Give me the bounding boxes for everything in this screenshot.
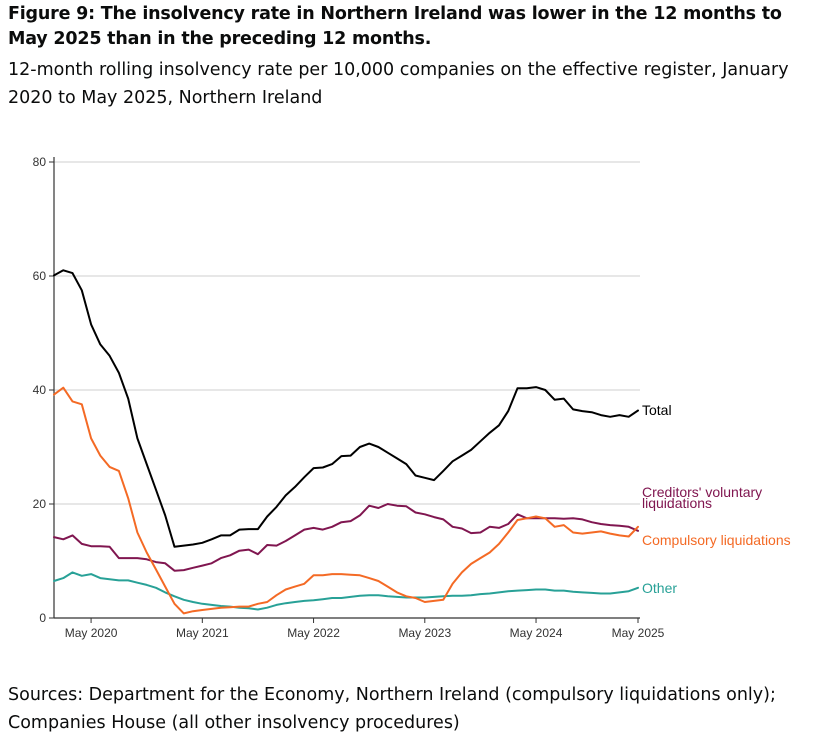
source-note: Sources: Department for the Economy, Nor… — [8, 685, 776, 733]
x-tick-label: May 2020 — [65, 626, 118, 640]
series-line-other — [53, 571, 639, 611]
series-label-compulsory: Compulsory liquidations — [642, 532, 791, 548]
x-tick-label: May 2023 — [398, 626, 451, 640]
series-labels: Total Creditors' voluntary liquidations Com… — [642, 402, 791, 596]
chart-title: Figure 9: The insolvency rate in Norther… — [8, 4, 782, 49]
y-tick-label: 40 — [33, 383, 47, 397]
x-axis-ticks: May 2020 May 2021 May 2022 May 2023 May 2024… — [65, 618, 665, 640]
y-tick-label: 20 — [33, 497, 47, 511]
chart-subtitle: 12-month rolling insolvency rate per 10,… — [8, 60, 789, 108]
series-line-total — [53, 269, 639, 548]
series-line-creditors-voluntary-liquidations — [53, 503, 639, 572]
x-tick-label: May 2021 — [176, 626, 229, 640]
gridlines — [54, 161, 640, 619]
x-tick-label: May 2022 — [287, 626, 340, 640]
y-axis-ticks: 0 20 40 60 80 — [33, 155, 640, 625]
series-label-other: Other — [642, 580, 677, 596]
y-tick-label: 0 — [39, 611, 46, 625]
series-line-compulsory-liquidations — [53, 386, 639, 615]
series-lines — [53, 269, 639, 615]
y-tick-label: 60 — [33, 269, 47, 283]
y-tick-label: 80 — [33, 155, 47, 169]
x-tick-label: May 2024 — [510, 626, 563, 640]
series-label-total: Total — [642, 402, 672, 418]
x-tick-label: May 2025 — [612, 626, 665, 640]
series-label-creditors-voluntary: Creditors' voluntary liquidations — [642, 484, 762, 511]
